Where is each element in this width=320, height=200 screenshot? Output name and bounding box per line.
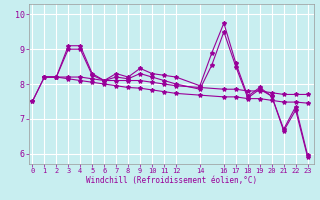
X-axis label: Windchill (Refroidissement éolien,°C): Windchill (Refroidissement éolien,°C)	[86, 176, 257, 185]
